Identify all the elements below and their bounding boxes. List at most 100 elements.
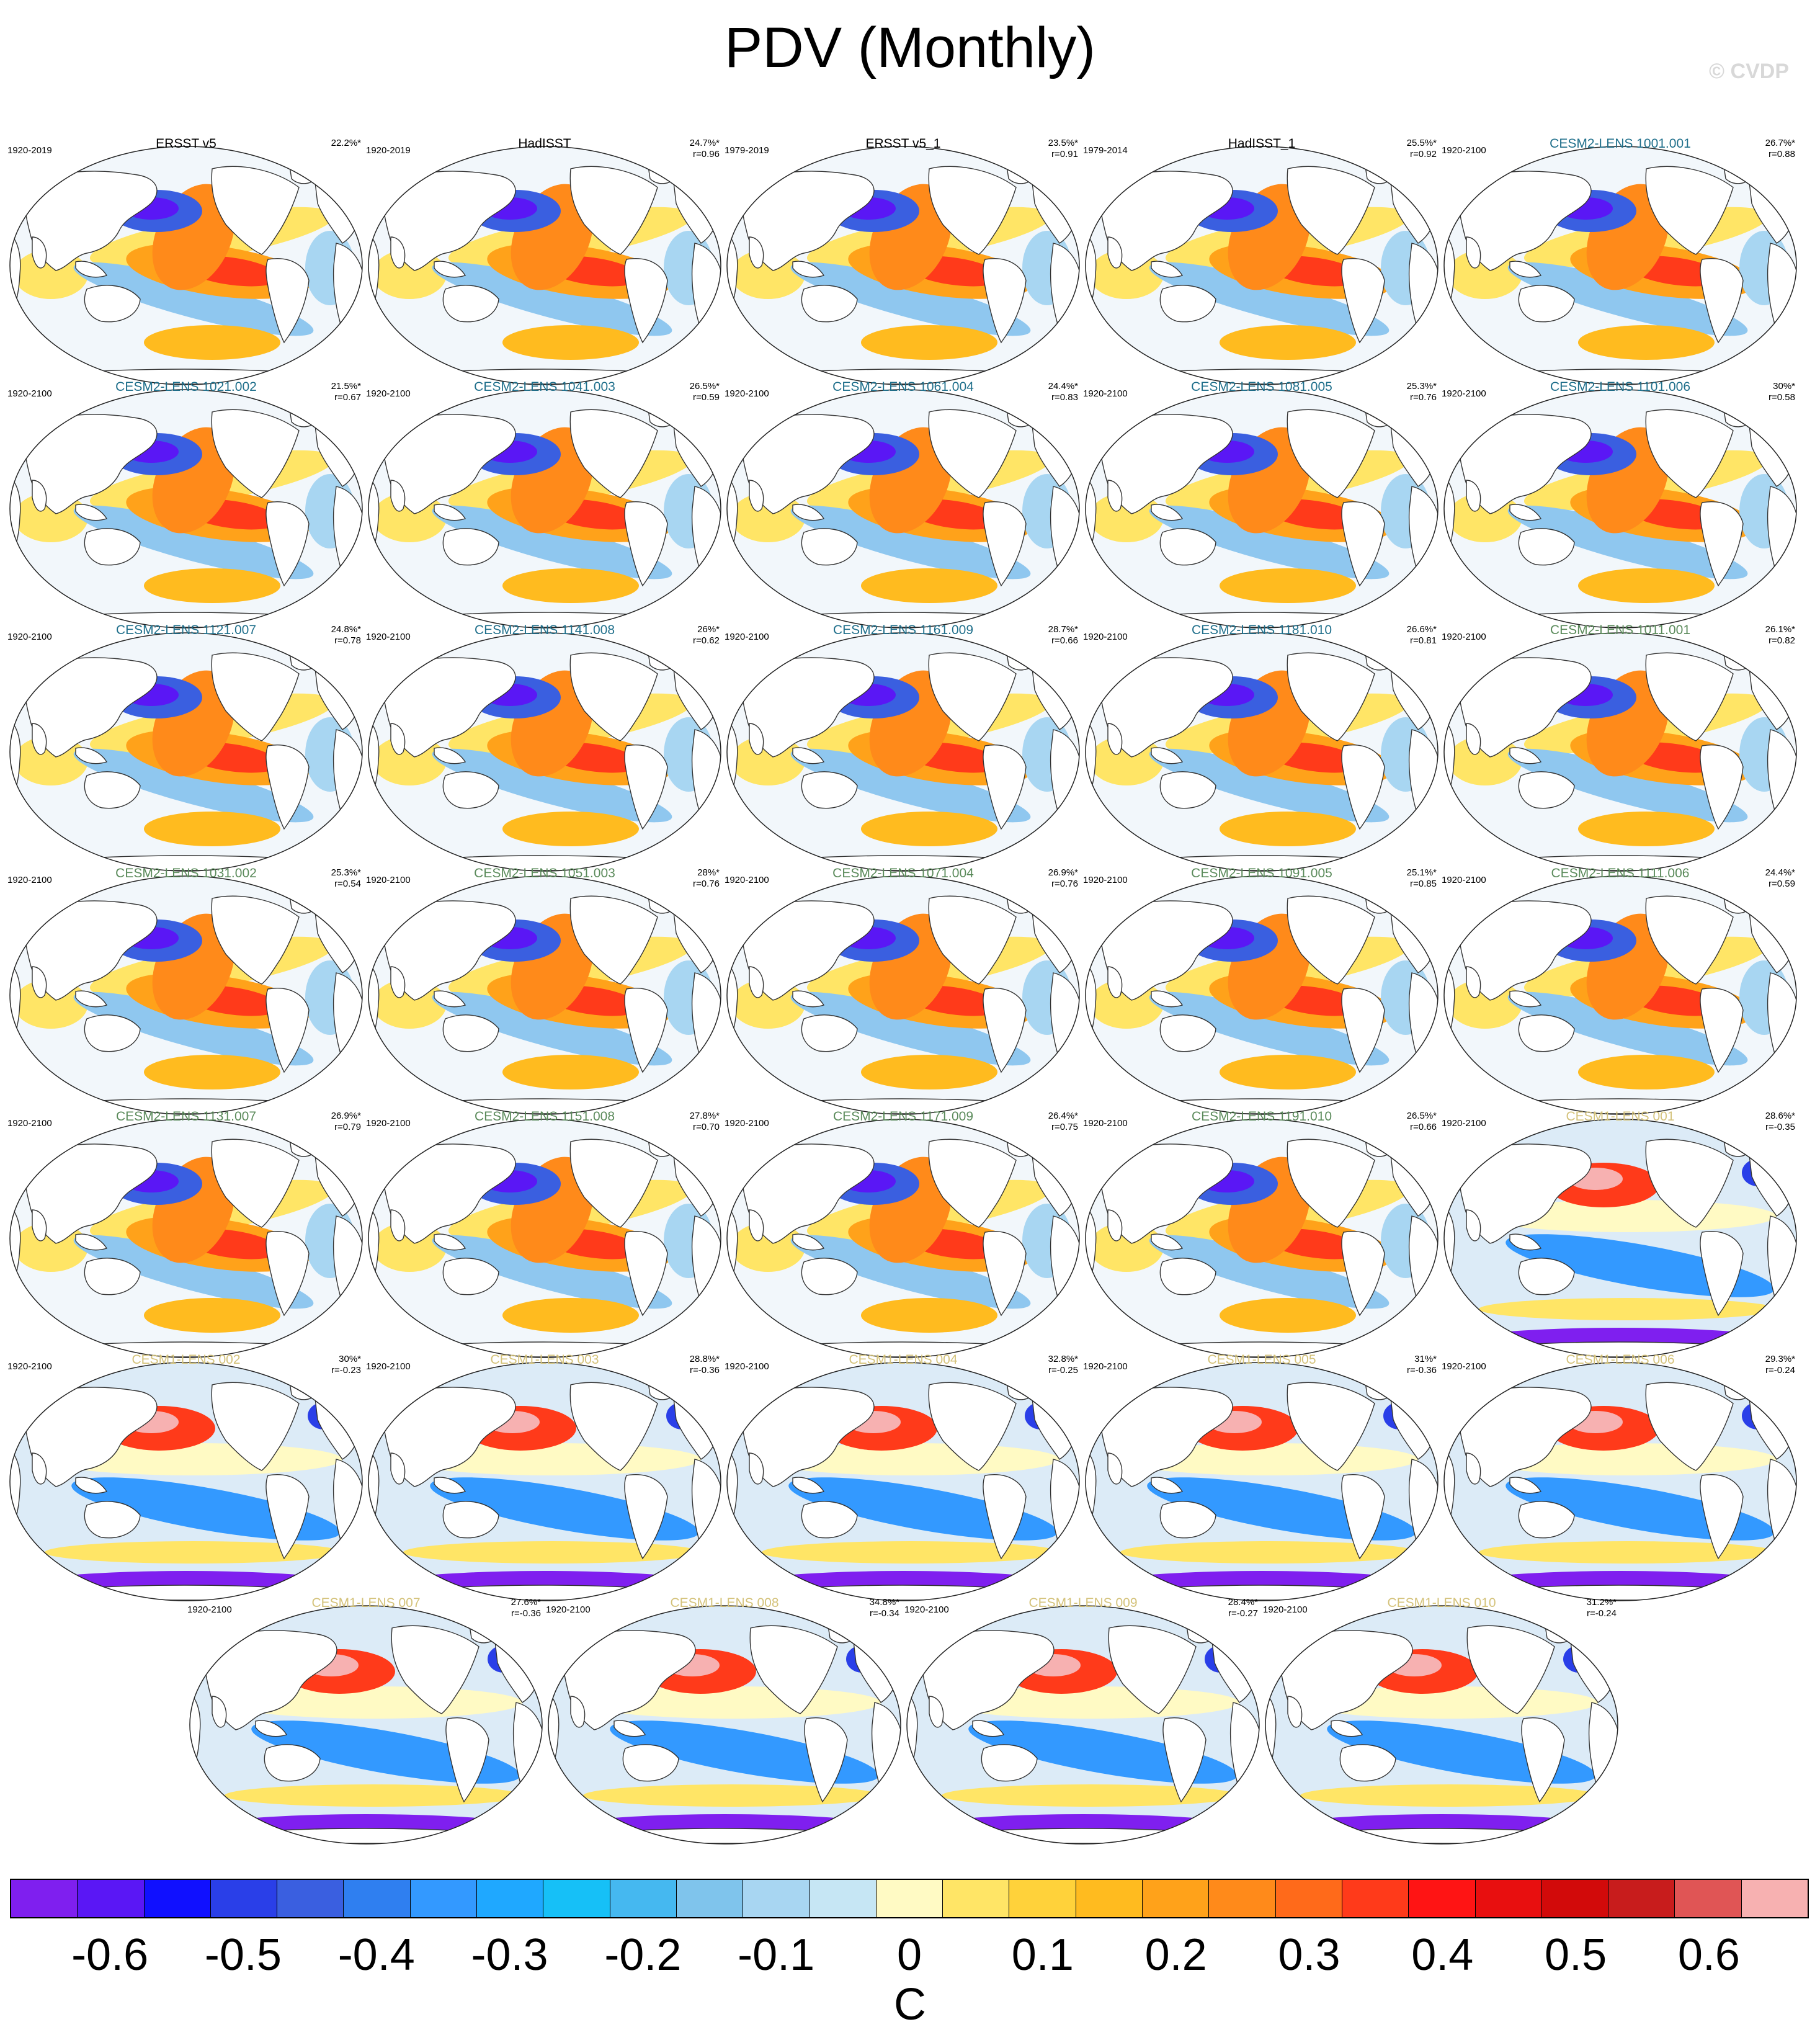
land-seasia	[75, 990, 108, 1008]
land-greenland	[1364, 648, 1394, 671]
land-samerica	[624, 501, 668, 587]
land-samerica	[1700, 258, 1744, 344]
land-namerica	[928, 1382, 1017, 1471]
global-sst-map	[1443, 389, 1797, 629]
land-samerica	[1341, 1231, 1385, 1317]
panel-pattern-correlation: r=0.67	[334, 392, 361, 403]
map-panel: CESM2-LENS 1041.003 1920-2100 26.5%* r=0.59	[366, 380, 723, 630]
colorbar-segment	[1541, 1880, 1609, 1917]
panel-year-range: 1920-2100	[1083, 875, 1128, 885]
land-samerica	[624, 745, 668, 830]
panel-variance-percent: 30%*	[1773, 381, 1795, 391]
southern-ocean-warm-patch	[502, 812, 639, 846]
panel-year-range: 1920-2100	[7, 1118, 52, 1129]
south-pacific-cool-band	[73, 748, 314, 823]
map-panel: CESM2-LENS 1021.002 1920-2100 21.5%* r=0.67	[7, 380, 365, 630]
global-sst-map	[9, 389, 363, 629]
panel-pattern-correlation: r=-0.36	[690, 1365, 720, 1376]
land-australia	[1339, 1744, 1396, 1782]
land-namerica	[569, 895, 658, 985]
southern-ocean-warm-patch	[1220, 568, 1356, 603]
panel-pattern-correlation: r=-0.25	[1048, 1365, 1078, 1376]
land-india	[1466, 480, 1481, 512]
land-india	[1107, 480, 1123, 512]
panel-variance-percent: 26.9%*	[1048, 867, 1078, 878]
panel-title: HadISST	[518, 136, 571, 151]
land-samerica	[1341, 501, 1385, 587]
panel-variance-percent: 31%*	[1414, 1354, 1437, 1364]
map-border	[726, 389, 1080, 629]
panel-pattern-correlation: r=0.66	[1051, 635, 1078, 646]
panel-title: ERSST v5	[156, 136, 216, 151]
colorbar-tick-label: -0.3	[471, 1930, 548, 1980]
land-australia	[1159, 771, 1216, 809]
land-seasia	[792, 1477, 825, 1494]
land-seasia	[1151, 504, 1184, 521]
land-australia	[1518, 1258, 1575, 1295]
panel-title: CESM1-LENS 010	[1387, 1596, 1496, 1610]
panel-variance-percent: 26.1%*	[1765, 624, 1795, 635]
land-greenland	[1364, 1377, 1394, 1400]
south-pacific-cool-band	[790, 1235, 1031, 1309]
land-india	[212, 1696, 227, 1728]
land-seasia	[434, 990, 466, 1008]
panel-pattern-correlation: r=0.58	[1769, 392, 1795, 403]
global-sst-map	[368, 389, 721, 629]
land-namerica	[928, 409, 1017, 498]
map-border	[1443, 875, 1797, 1115]
land-india	[929, 1696, 944, 1728]
panel-pattern-correlation: r=-0.23	[331, 1365, 361, 1376]
panel-title: CESM2-LENS 1041.003	[474, 380, 615, 394]
copyright-watermark: © CVDP	[1709, 60, 1789, 83]
colorbar-segment	[78, 1880, 145, 1917]
southern-ocean-warm-band	[45, 1541, 342, 1564]
global-sst-map	[368, 146, 721, 385]
map-panel: CESM2-LENS 1131.007 1920-2100 26.9%* r=0.79	[7, 1109, 365, 1360]
panel-title: CESM2-LENS 1011.001	[1550, 623, 1691, 637]
southern-ocean-warm-band	[1479, 1541, 1777, 1564]
map-panel: CESM2-LENS 1151.008 1920-2100 27.8%* r=0.70	[366, 1109, 723, 1360]
south-pacific-cool-band	[432, 748, 672, 823]
land-greenland	[647, 405, 677, 427]
panel-pattern-correlation: r=-0.36	[511, 1608, 541, 1619]
land-australia	[801, 1501, 858, 1539]
panel-variance-percent: 25.3%*	[1406, 381, 1437, 391]
land-namerica	[211, 1139, 300, 1228]
panel-title: ERSST v5_1	[865, 136, 941, 151]
map-panel: CESM2-LENS 1081.005 1920-2100 25.3%* r=0.76	[1083, 380, 1440, 630]
land-india	[32, 480, 47, 512]
land-australia	[981, 1744, 1038, 1782]
panel-year-range: 1920-2100	[366, 632, 411, 642]
land-seasia	[1509, 747, 1542, 764]
panel-variance-percent: 28.8%*	[689, 1354, 720, 1364]
land-india	[32, 1209, 47, 1241]
land-india	[749, 966, 764, 998]
map-border	[368, 632, 721, 872]
panel-title: CESM1-LENS 007	[311, 1596, 421, 1610]
panel-title: CESM2-LENS 1031.002	[115, 866, 257, 880]
map-border	[9, 389, 363, 629]
land-namerica	[1287, 895, 1375, 985]
land-australia	[622, 1744, 679, 1782]
map-panel: CESM2-LENS 1091.005 1920-2100 25.1%* r=0.85	[1083, 866, 1440, 1117]
map-border	[1443, 146, 1797, 385]
panel-title: CESM2-LENS 1161.009	[832, 623, 974, 637]
panel-year-range: 1920-2100	[187, 1604, 232, 1615]
land-namerica	[211, 409, 300, 498]
colorbar-segment	[1009, 1880, 1076, 1917]
panel-pattern-correlation: r=0.76	[693, 879, 720, 889]
land-greenland	[647, 1134, 677, 1157]
land-australia	[1518, 771, 1575, 809]
land-samerica	[265, 988, 310, 1073]
map-border	[9, 146, 363, 385]
southern-ocean-warm-band	[1300, 1784, 1598, 1807]
south-pacific-cool-band	[790, 262, 1031, 336]
land-india	[749, 236, 764, 269]
land-seasia	[1151, 261, 1184, 278]
land-namerica	[749, 1625, 838, 1714]
land-seasia	[792, 990, 825, 1008]
map-border	[906, 1605, 1260, 1845]
panel-pattern-correlation: r=0.88	[1769, 149, 1795, 159]
map-border	[1265, 1605, 1618, 1845]
land-australia	[442, 1258, 499, 1295]
